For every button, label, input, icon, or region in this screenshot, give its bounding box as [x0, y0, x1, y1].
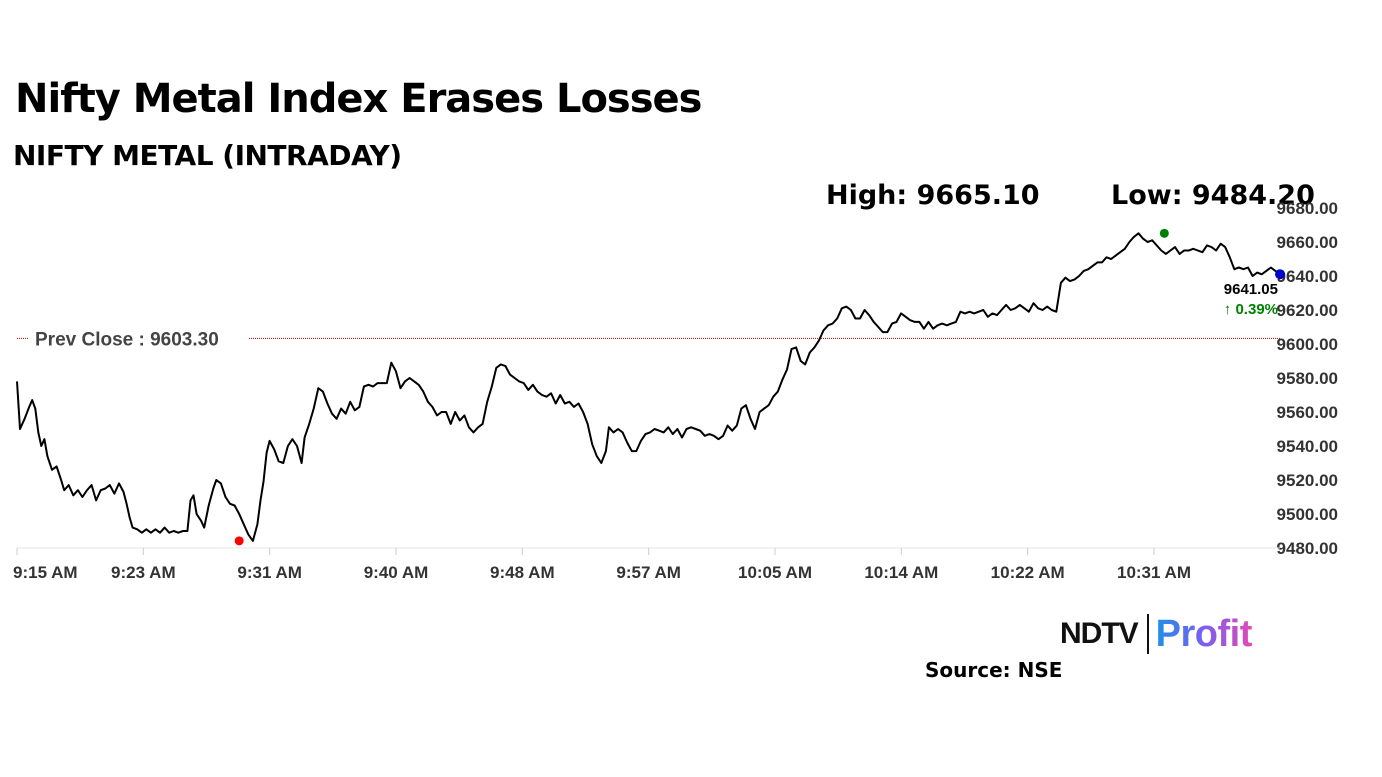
x-tick-label: 9:48 AM	[490, 563, 555, 582]
day-high-label: High: 9665.10	[826, 180, 1040, 211]
y-tick-label: 9580.00	[1277, 369, 1338, 388]
prev-close-label-bg	[29, 325, 249, 352]
last-value-label: 9641.05	[1224, 281, 1278, 298]
x-tick-label: 10:22 AM	[991, 563, 1065, 582]
prev-close-label: Prev Close : 9603.30	[35, 329, 219, 350]
y-axis: 9680.00 9660.00 9640.00 9620.00 9600.00 9580.…	[1277, 199, 1338, 558]
y-tick-label: 9500.00	[1277, 505, 1338, 524]
y-tick-label: 9600.00	[1277, 335, 1338, 354]
x-tick-label: 10:14 AM	[864, 563, 938, 582]
y-tick-label: 9480.00	[1277, 539, 1338, 558]
x-tick-label: 9:31 AM	[237, 563, 302, 582]
source-note: Source: NSE	[925, 658, 1063, 682]
y-tick-label: 9540.00	[1277, 437, 1338, 456]
x-tick-label: 10:05 AM	[738, 563, 812, 582]
x-tick-label: 9:15 AM	[13, 563, 78, 582]
y-tick-label: 9560.00	[1277, 403, 1338, 422]
logo-divider	[1146, 614, 1149, 654]
x-axis: 9:15 AM 9:23 AM 9:31 AM 9:40 AM 9:48 AM 9:57 …	[13, 547, 1280, 582]
brand-profit: Profit	[1155, 612, 1253, 655]
x-tick-label: 9:57 AM	[616, 563, 681, 582]
low-point-marker	[234, 536, 244, 546]
series-group	[16, 232, 1281, 542]
x-tick-label: 9:40 AM	[364, 563, 429, 582]
chart-title: Nifty Metal Index Erases Losses	[15, 76, 702, 122]
x-tick-label: 10:31 AM	[1117, 563, 1191, 582]
markers-group: 9641.05 ↑ 0.39%	[234, 228, 1285, 546]
ndtv-profit-logo: NDTV Profit	[1060, 612, 1252, 656]
high-point-marker	[1159, 228, 1169, 238]
y-tick-label: 9640.00	[1277, 267, 1338, 286]
price-line	[16, 232, 1281, 542]
brand-ndtv: NDTV	[1060, 617, 1139, 650]
prev-close-reference: Prev Close : 9603.30	[17, 325, 1280, 352]
y-tick-label: 9660.00	[1277, 233, 1338, 252]
last-point-marker	[1275, 269, 1285, 280]
x-tick-label: 9:23 AM	[111, 563, 176, 582]
day-low-label: Low: 9484.20	[1111, 180, 1315, 211]
chart-subtitle: NIFTY METAL (INTRADAY)	[13, 139, 402, 172]
y-tick-label: 9680.00	[1277, 199, 1338, 218]
last-change-label: ↑ 0.39%	[1224, 301, 1278, 318]
y-tick-label: 9620.00	[1277, 301, 1338, 320]
y-tick-label: 9520.00	[1277, 471, 1338, 490]
